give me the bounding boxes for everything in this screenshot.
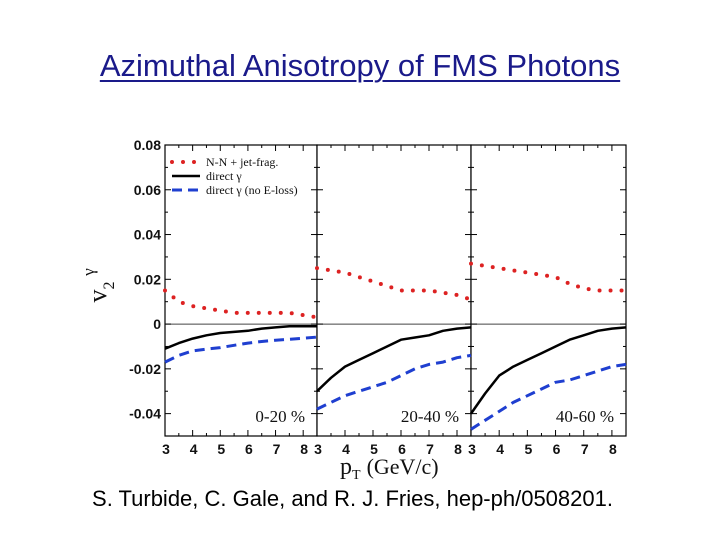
y-tick-label-1: 0.08	[134, 137, 161, 153]
y-tick-label-6: -0.02	[129, 361, 161, 377]
x-tick-label-2-1: 3	[314, 441, 322, 457]
x-tick-label-3-6: 8	[609, 441, 617, 457]
panel-label-3: 40-60 %	[556, 407, 614, 426]
panel-frame-1	[164, 144, 318, 437]
x-tick-label-1-2: 4	[190, 441, 198, 457]
y-tick-label-5: 0	[153, 316, 161, 332]
panel-frame-2	[316, 144, 472, 437]
y-tick-label-2: 0.06	[134, 182, 161, 198]
series-line-3-2	[469, 326, 627, 415]
y-tick-label-7: -0.04	[129, 406, 161, 422]
x-tick-label-1-1: 3	[162, 441, 170, 457]
page-title: Azimuthal Anisotropy of FMS Photons	[99, 48, 621, 83]
x-tick-label-3-3: 5	[524, 441, 532, 457]
x-tick-label-2-4: 6	[398, 441, 406, 457]
panel-label-1: 0-20 %	[255, 407, 305, 426]
y-tick-label-3: 0.04	[134, 227, 161, 243]
x-tick-label-1-4: 6	[245, 441, 253, 457]
y-axis-label-sup: γ	[79, 268, 98, 277]
x-tick-label-3-2: 4	[496, 441, 504, 457]
x-tick-label-3-1: 3	[468, 441, 476, 457]
series-line-3-1	[469, 261, 628, 293]
series-line-2-3	[316, 353, 472, 411]
x-tick-label-3-5: 7	[581, 441, 589, 457]
x-tick-label-2-3: 5	[370, 441, 378, 457]
series-line-1-1	[163, 288, 319, 320]
x-tick-label-2-2: 4	[342, 441, 350, 457]
x-tick-label-2-5: 7	[426, 441, 434, 457]
series-line-3-3	[470, 362, 627, 431]
citation: S. Turbide, C. Gale, and R. J. Fries, he…	[92, 486, 613, 511]
x-axis-label: pT (GeV/c)	[340, 454, 439, 483]
legend-label-1: N-N + jet-frag.	[206, 155, 278, 169]
series-line-2-1	[315, 266, 473, 302]
series-line-2-2	[316, 326, 472, 393]
x-tick-label-1-3: 5	[217, 441, 225, 457]
panel-frame-3	[470, 144, 627, 437]
x-tick-label-2-6: 8	[454, 441, 462, 457]
y-axis-label: v2	[83, 282, 118, 303]
series-line-1-2	[164, 325, 317, 350]
legend-label-3: direct γ (no E-loss)	[206, 183, 298, 197]
x-tick-label-3-4: 6	[553, 441, 561, 457]
y-tick-label-4: 0.02	[134, 271, 161, 287]
x-tick-label-1-6: 8	[300, 441, 308, 457]
legend-label-2: direct γ	[206, 169, 242, 183]
x-tick-label-1-5: 7	[273, 441, 281, 457]
panel-label-2: 20-40 %	[401, 407, 459, 426]
series-line-1-3	[164, 335, 318, 364]
